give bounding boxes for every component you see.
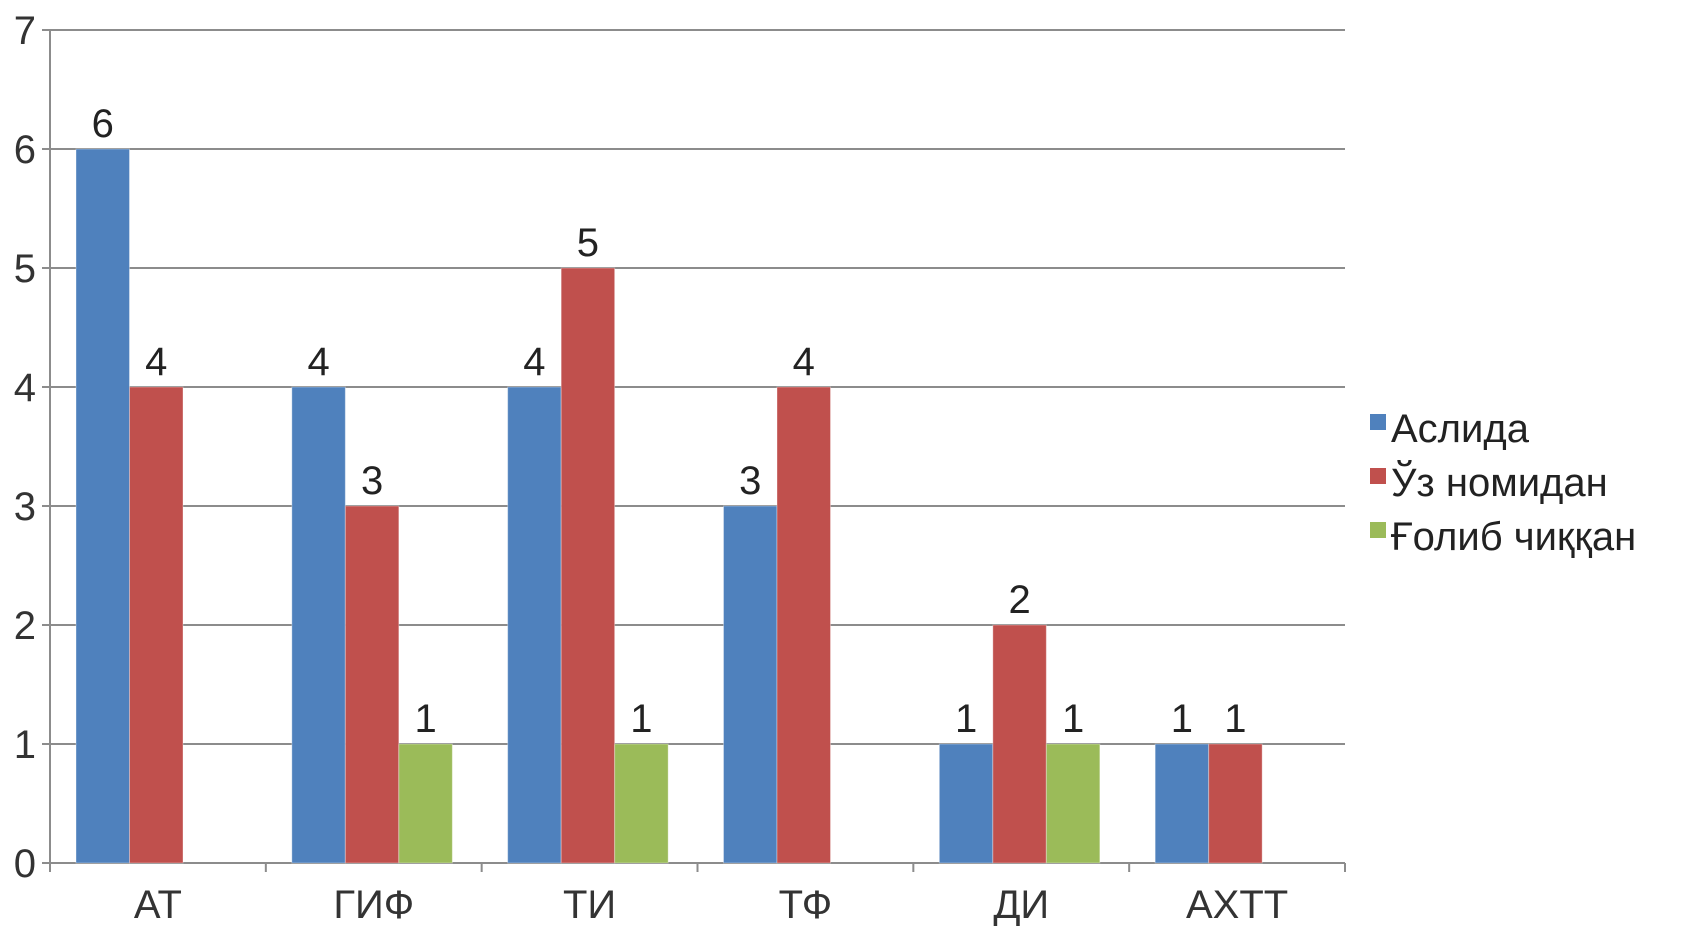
data-label: 6 (92, 102, 114, 146)
legend-label: Ғолиб чиққан (1390, 515, 1636, 559)
bar (938, 743, 994, 864)
x-tick-label: ДИ (993, 883, 1049, 927)
axes (42, 29, 1346, 872)
data-label: 1 (955, 697, 977, 741)
data-label: 1 (1171, 697, 1193, 741)
legend-swatch (1370, 414, 1386, 430)
y-tick-label: 5 (14, 247, 36, 291)
bar (75, 148, 130, 864)
x-tick-label: АТ (134, 883, 182, 927)
x-tick-label: АХТТ (1186, 883, 1288, 927)
x-tick-label: ГИФ (333, 883, 414, 927)
x-tick-label: ТИ (563, 883, 616, 927)
bar (398, 743, 453, 864)
legend-label: Ўз номидан (1391, 458, 1608, 505)
bar (560, 267, 616, 864)
y-tick-label: 6 (14, 128, 36, 172)
bar (129, 386, 184, 864)
data-label: 4 (307, 340, 329, 384)
bar (723, 505, 778, 864)
bars (75, 148, 1263, 864)
bar (344, 505, 400, 864)
x-tick-label: ТФ (779, 883, 833, 927)
data-label: 1 (414, 697, 436, 741)
legend-swatch (1370, 522, 1386, 538)
legend-label: Аслида (1391, 407, 1530, 451)
bar (992, 624, 1047, 864)
data-label: 3 (361, 459, 383, 503)
y-tick-label: 0 (14, 842, 36, 886)
data-label: 4 (793, 340, 815, 384)
data-label: 3 (739, 459, 761, 503)
x-axis-tick-labels: АТ ГИФ ТИ ТФ ДИ АХТТ (134, 883, 1288, 927)
data-label: 1 (630, 697, 652, 741)
y-tick-label: 4 (14, 366, 36, 410)
data-label: 4 (523, 340, 545, 384)
bar (1045, 743, 1101, 864)
gridlines (50, 29, 1345, 745)
y-tick-label: 3 (14, 485, 36, 529)
bar (507, 386, 562, 864)
bar (1154, 743, 1210, 864)
data-label: 1 (1062, 697, 1084, 741)
y-tick-label: 2 (14, 604, 36, 648)
bar (1208, 743, 1263, 864)
data-label: 1 (1224, 697, 1246, 741)
data-label: 4 (145, 340, 167, 384)
y-tick-label: 7 (14, 9, 36, 53)
data-label: 2 (1008, 578, 1030, 622)
data-label: 5 (577, 221, 599, 265)
y-axis-tick-labels: 0 1 2 3 4 5 6 7 (14, 9, 36, 886)
bar (614, 743, 669, 864)
legend-swatch (1370, 468, 1386, 484)
bar (776, 386, 831, 864)
bar (291, 386, 346, 864)
y-tick-label: 1 (14, 723, 36, 767)
legend: Аслида Ўз номидан Ғолиб чиққан (1370, 407, 1636, 559)
